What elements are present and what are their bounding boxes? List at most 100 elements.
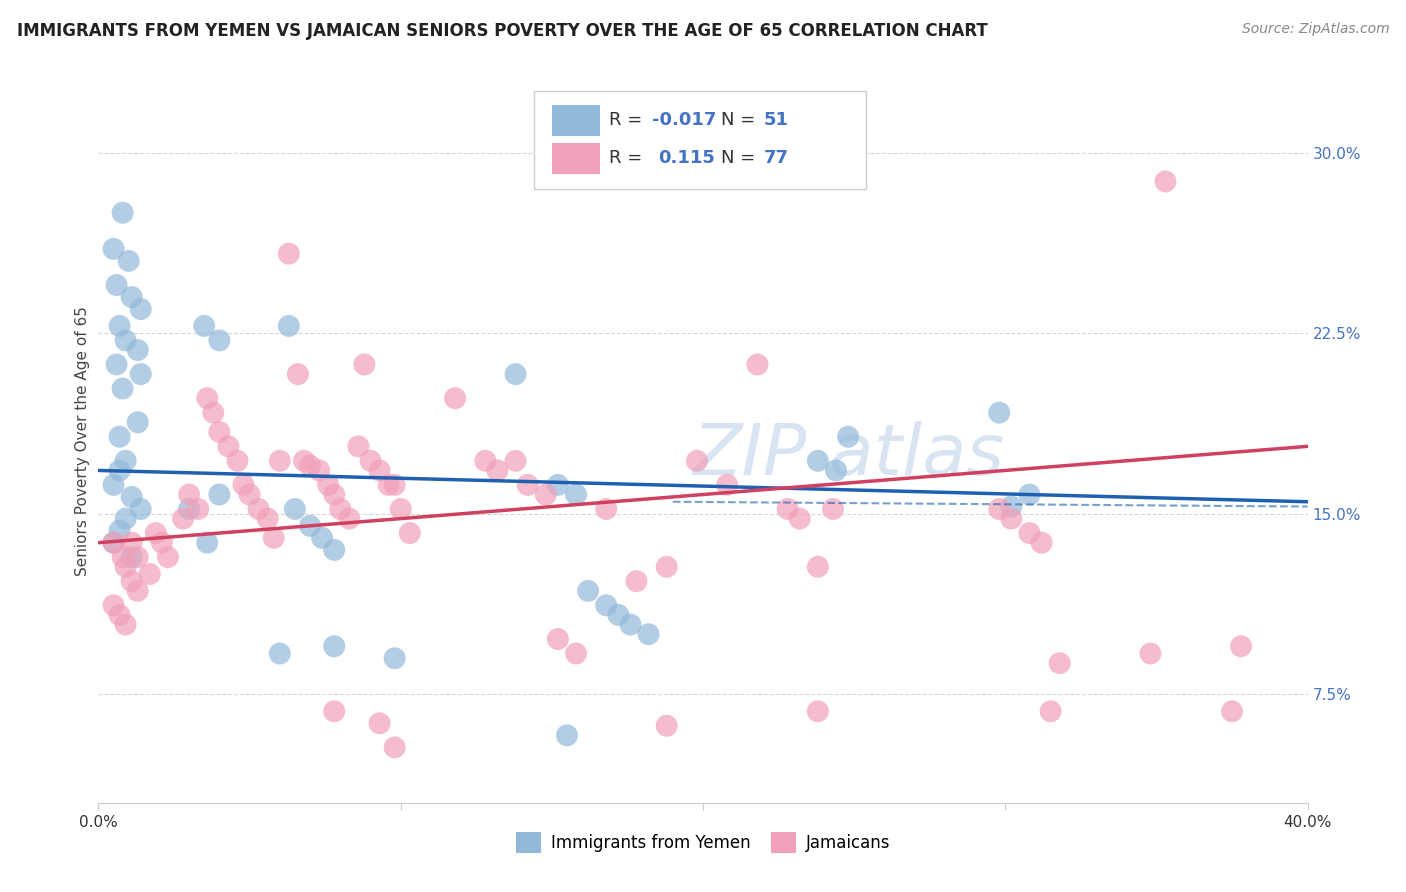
Point [486,463,509,477]
Point [111,382,134,396]
Point [384,478,406,492]
Point [807,454,830,468]
Point [121,490,143,504]
Point [988,502,1011,516]
Point [1139,647,1161,661]
FancyBboxPatch shape [534,91,866,189]
Point [565,647,588,661]
Legend: Immigrants from Yemen, Jamaicans: Immigrants from Yemen, Jamaicans [509,826,897,860]
Point [576,583,599,598]
Point [287,367,309,381]
Point [172,511,194,525]
Point [114,559,136,574]
Point [308,463,330,477]
Text: Source: ZipAtlas.com: Source: ZipAtlas.com [1241,22,1389,37]
Point [1049,656,1071,670]
Point [121,550,143,565]
Point [316,478,339,492]
Text: 51: 51 [763,111,789,129]
Point [150,535,173,549]
Point [111,205,134,219]
Text: N =: N = [721,111,761,129]
Point [595,502,617,516]
Point [368,463,391,477]
Point [129,502,152,516]
Point [105,278,128,293]
Point [208,425,231,439]
Point [127,583,149,598]
Point [789,511,811,525]
Point [716,478,738,492]
FancyBboxPatch shape [551,105,600,136]
Point [247,502,270,516]
Point [111,550,134,565]
Point [505,454,527,468]
Point [139,567,162,582]
Point [655,719,678,733]
Point [129,367,152,381]
Point [127,343,149,357]
Point [626,574,648,589]
Point [377,478,399,492]
Point [329,502,352,516]
Point [655,559,678,574]
Point [686,454,709,468]
Point [1230,639,1253,653]
Point [179,487,201,501]
Point [269,647,291,661]
Text: 0.115: 0.115 [658,149,716,168]
Point [145,526,167,541]
Point [398,526,420,541]
Point [195,535,218,549]
Y-axis label: Seniors Poverty Over the Age of 65: Seniors Poverty Over the Age of 65 [75,307,90,576]
Point [127,550,149,565]
Point [384,740,406,755]
Point [284,502,307,516]
Point [1000,511,1022,525]
Point [323,639,346,653]
Point [292,454,315,468]
Text: IMMIGRANTS FROM YEMEN VS JAMAICAN SENIORS POVERTY OVER THE AGE OF 65 CORRELATION: IMMIGRANTS FROM YEMEN VS JAMAICAN SENIOR… [17,22,987,40]
Point [595,599,617,613]
Point [118,253,141,268]
Point [195,391,218,405]
Point [202,406,225,420]
Point [368,716,391,731]
Point [187,502,209,516]
Point [807,559,830,574]
Text: R =: R = [609,149,648,168]
Point [1220,704,1243,718]
Point [384,651,406,665]
Point [337,511,360,525]
FancyBboxPatch shape [551,143,600,174]
Point [208,334,231,348]
Point [226,454,249,468]
Point [277,246,299,260]
Point [555,728,578,742]
Point [208,487,231,501]
Point [1039,704,1062,718]
Point [232,478,254,492]
Point [277,318,299,333]
Point [988,406,1011,420]
Point [108,524,131,538]
Point [129,302,152,317]
Point [103,242,125,256]
Point [821,502,844,516]
Point [1154,174,1177,188]
Point [347,439,370,453]
Point [353,358,375,372]
Point [127,415,149,429]
Point [179,502,201,516]
Point [103,599,125,613]
Point [239,487,262,501]
Point [607,607,630,622]
Point [323,704,346,718]
Point [121,290,143,304]
Point [299,458,322,473]
Point [565,487,588,501]
Point [103,535,125,549]
Text: R =: R = [609,111,648,129]
Point [108,430,131,444]
Text: N =: N = [721,149,761,168]
